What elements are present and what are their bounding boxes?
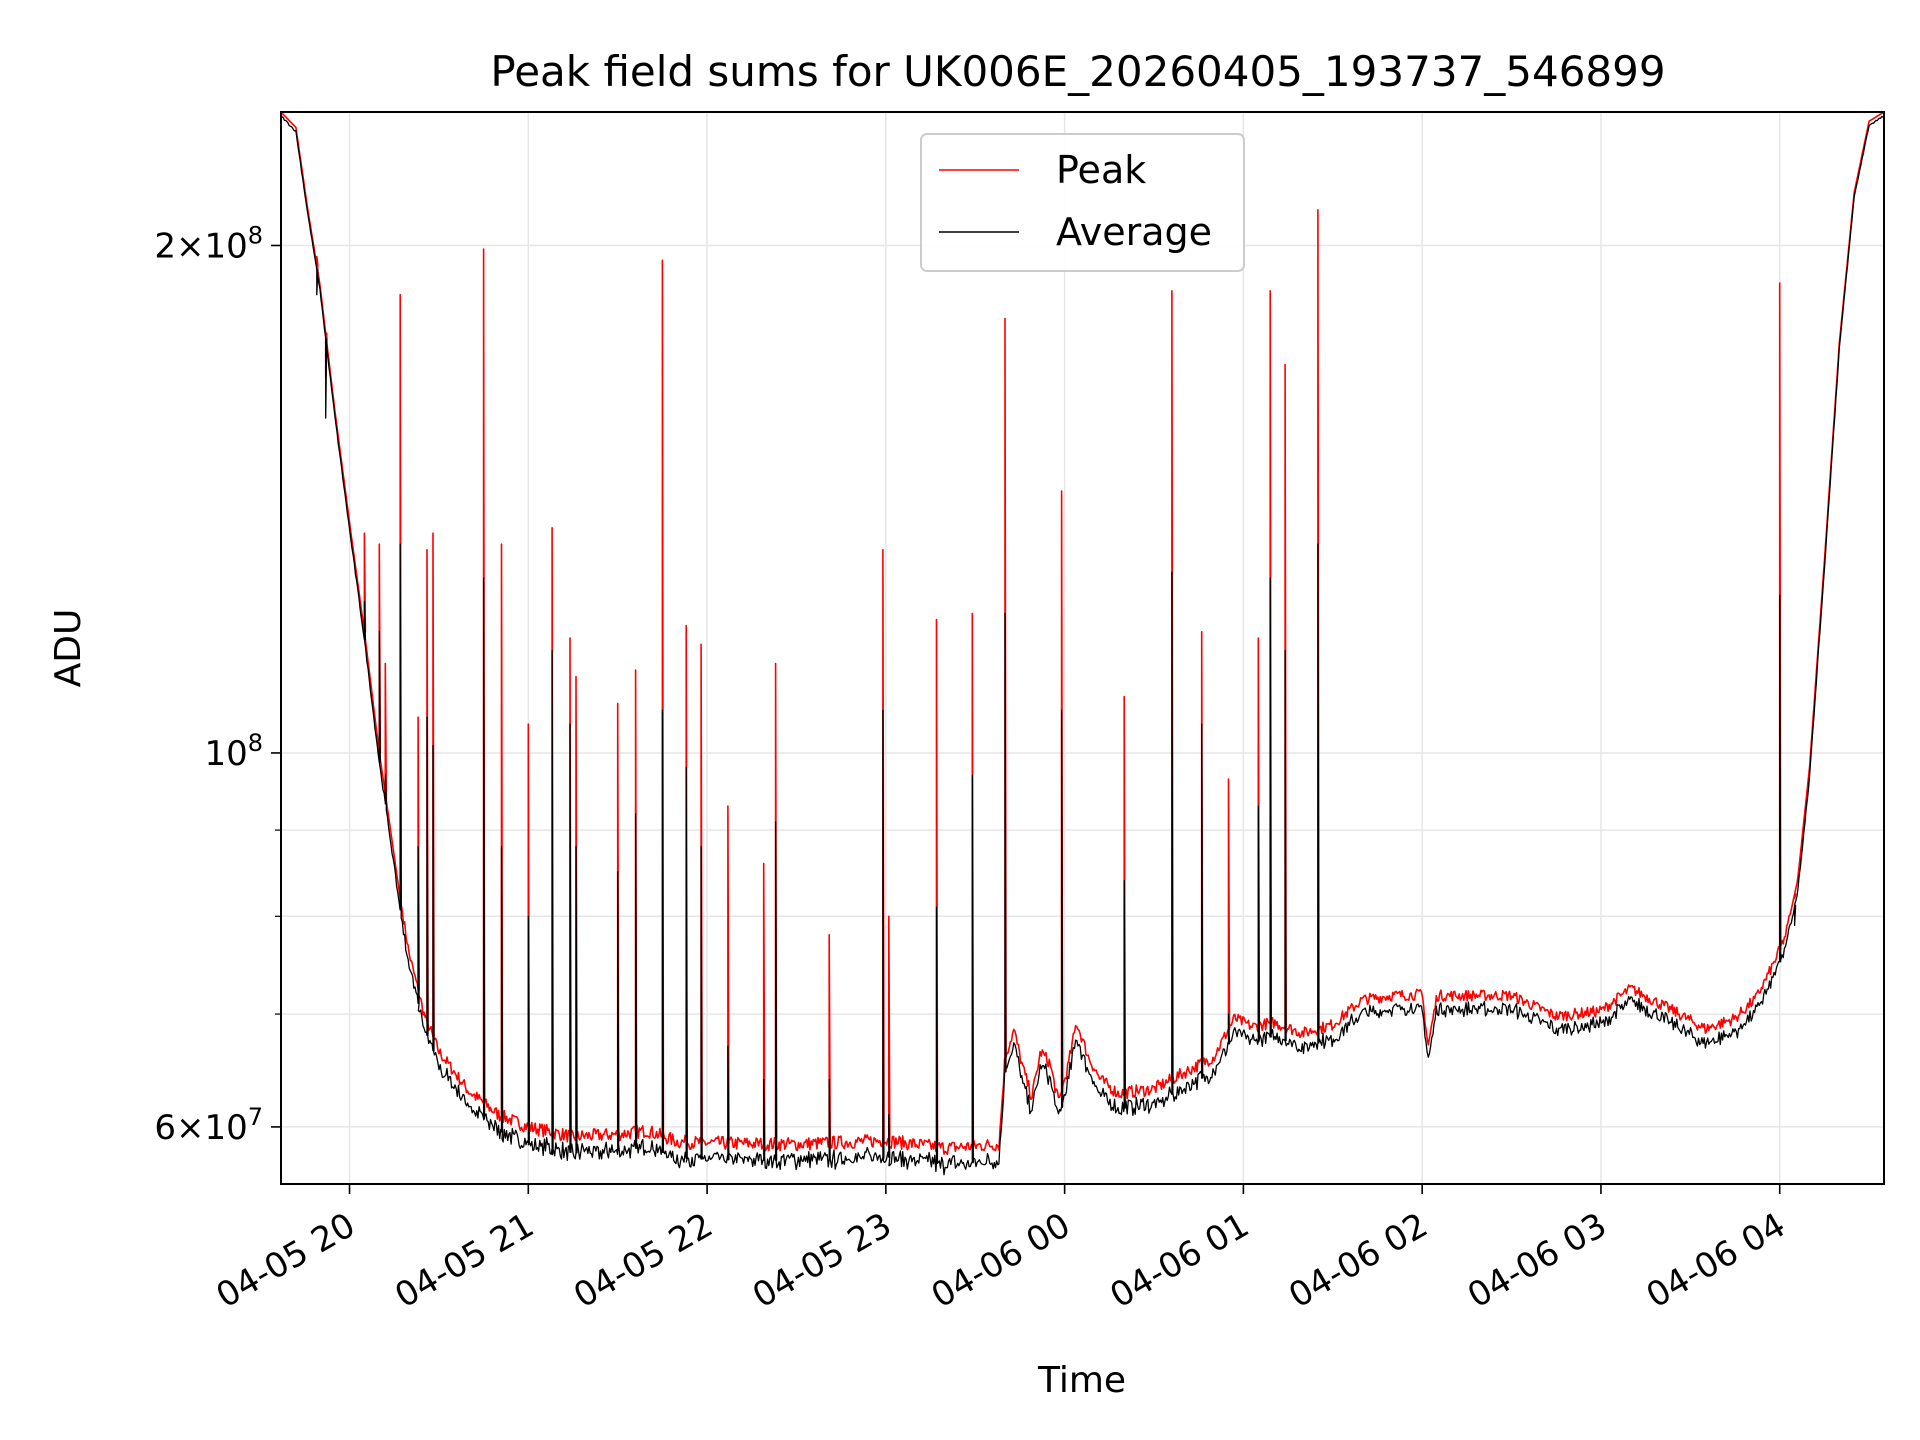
legend-peak-label: Peak (1056, 148, 1146, 192)
chart-title: Peak field sums for UK006E_20260405_1937… (490, 47, 1665, 96)
legend-box (920, 133, 1245, 272)
y-axis-label: ADU (48, 609, 89, 688)
legend-average-label: Average (1056, 210, 1212, 254)
series-line-average (280, 115, 1885, 1176)
y-tick-label: 6×107 (154, 1103, 263, 1148)
x-axis-label: Time (1037, 1360, 1126, 1401)
plot-layer (280, 111, 1885, 1176)
y-axis: 6×107 108 2×108 (154, 221, 281, 1148)
y-tick-label: 108 (204, 729, 263, 774)
y-tick-label: 2×108 (154, 221, 263, 266)
plot-frame (280, 111, 1885, 1185)
legend: Peak Average (920, 133, 1245, 272)
